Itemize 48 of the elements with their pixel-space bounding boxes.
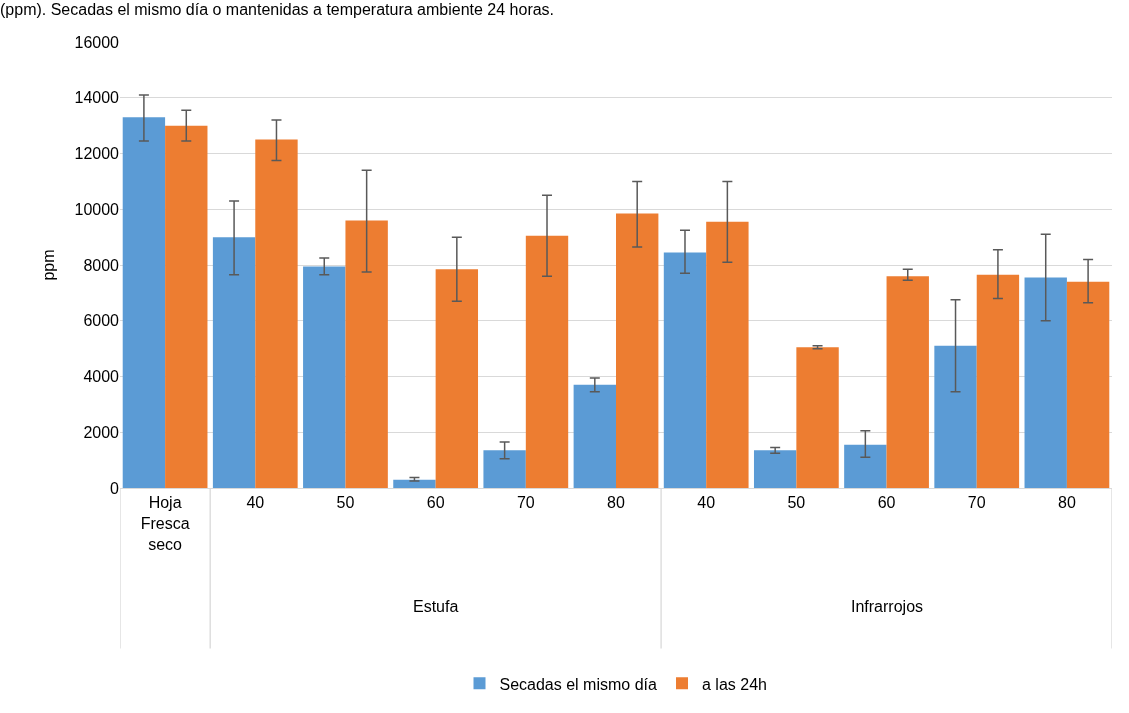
bar [1024,277,1067,488]
bar [976,274,1020,488]
y-tick-label: 12000 [74,145,120,163]
x-tick-label: 60 [426,494,445,512]
bar [753,450,797,488]
y-tick-label: 2000 [83,423,120,441]
y-tick-label: 8000 [83,256,120,274]
bar [525,235,569,488]
x-tick-label: 70 [967,494,986,512]
bar [663,252,707,488]
y-tick-label: 14000 [74,89,120,107]
x-tick-label: 40 [697,494,716,512]
x-tick-label: 50 [336,494,355,512]
chart-title: (ppm). Secadas el mismo día o mantenidas a temperatura ambiente 24 horas. [0,0,555,18]
text: Estufa [413,598,459,615]
bar [255,139,298,488]
legend-label: Secadas el mismo día [499,675,658,693]
bar [844,444,887,488]
text: Infrarrojos [851,598,924,615]
y-tick-label: 0 [110,479,120,497]
bar [393,479,436,488]
bar [573,384,616,488]
bar [616,213,659,488]
x-tick-label: 80 [607,494,625,512]
bar [483,450,526,488]
x-tick-label: 80 [1058,494,1076,512]
bar [122,117,166,488]
bar [165,125,208,488]
legend-label: a las 24h [702,675,767,693]
bar [212,237,256,488]
x-tick-label: 60 [877,494,896,512]
bar [345,220,388,488]
y-tick-label: 4000 [83,368,120,386]
y-tick-label: 16000 [74,33,120,51]
bar [934,345,977,488]
bar [303,266,346,488]
bar [435,269,479,488]
y-tick-label: 10000 [74,200,120,218]
x-tick-label: 70 [516,494,535,512]
y-tick-label: 6000 [83,312,120,330]
x-tick-label: Hoja Fresca seco [140,494,190,553]
bar [706,221,749,488]
bar [1066,281,1110,488]
bar [886,276,929,488]
bar [796,347,839,488]
x-tick-label: 40 [246,494,265,512]
x-tick-label: 50 [787,494,806,512]
y-axis-title: ppm [40,249,58,281]
